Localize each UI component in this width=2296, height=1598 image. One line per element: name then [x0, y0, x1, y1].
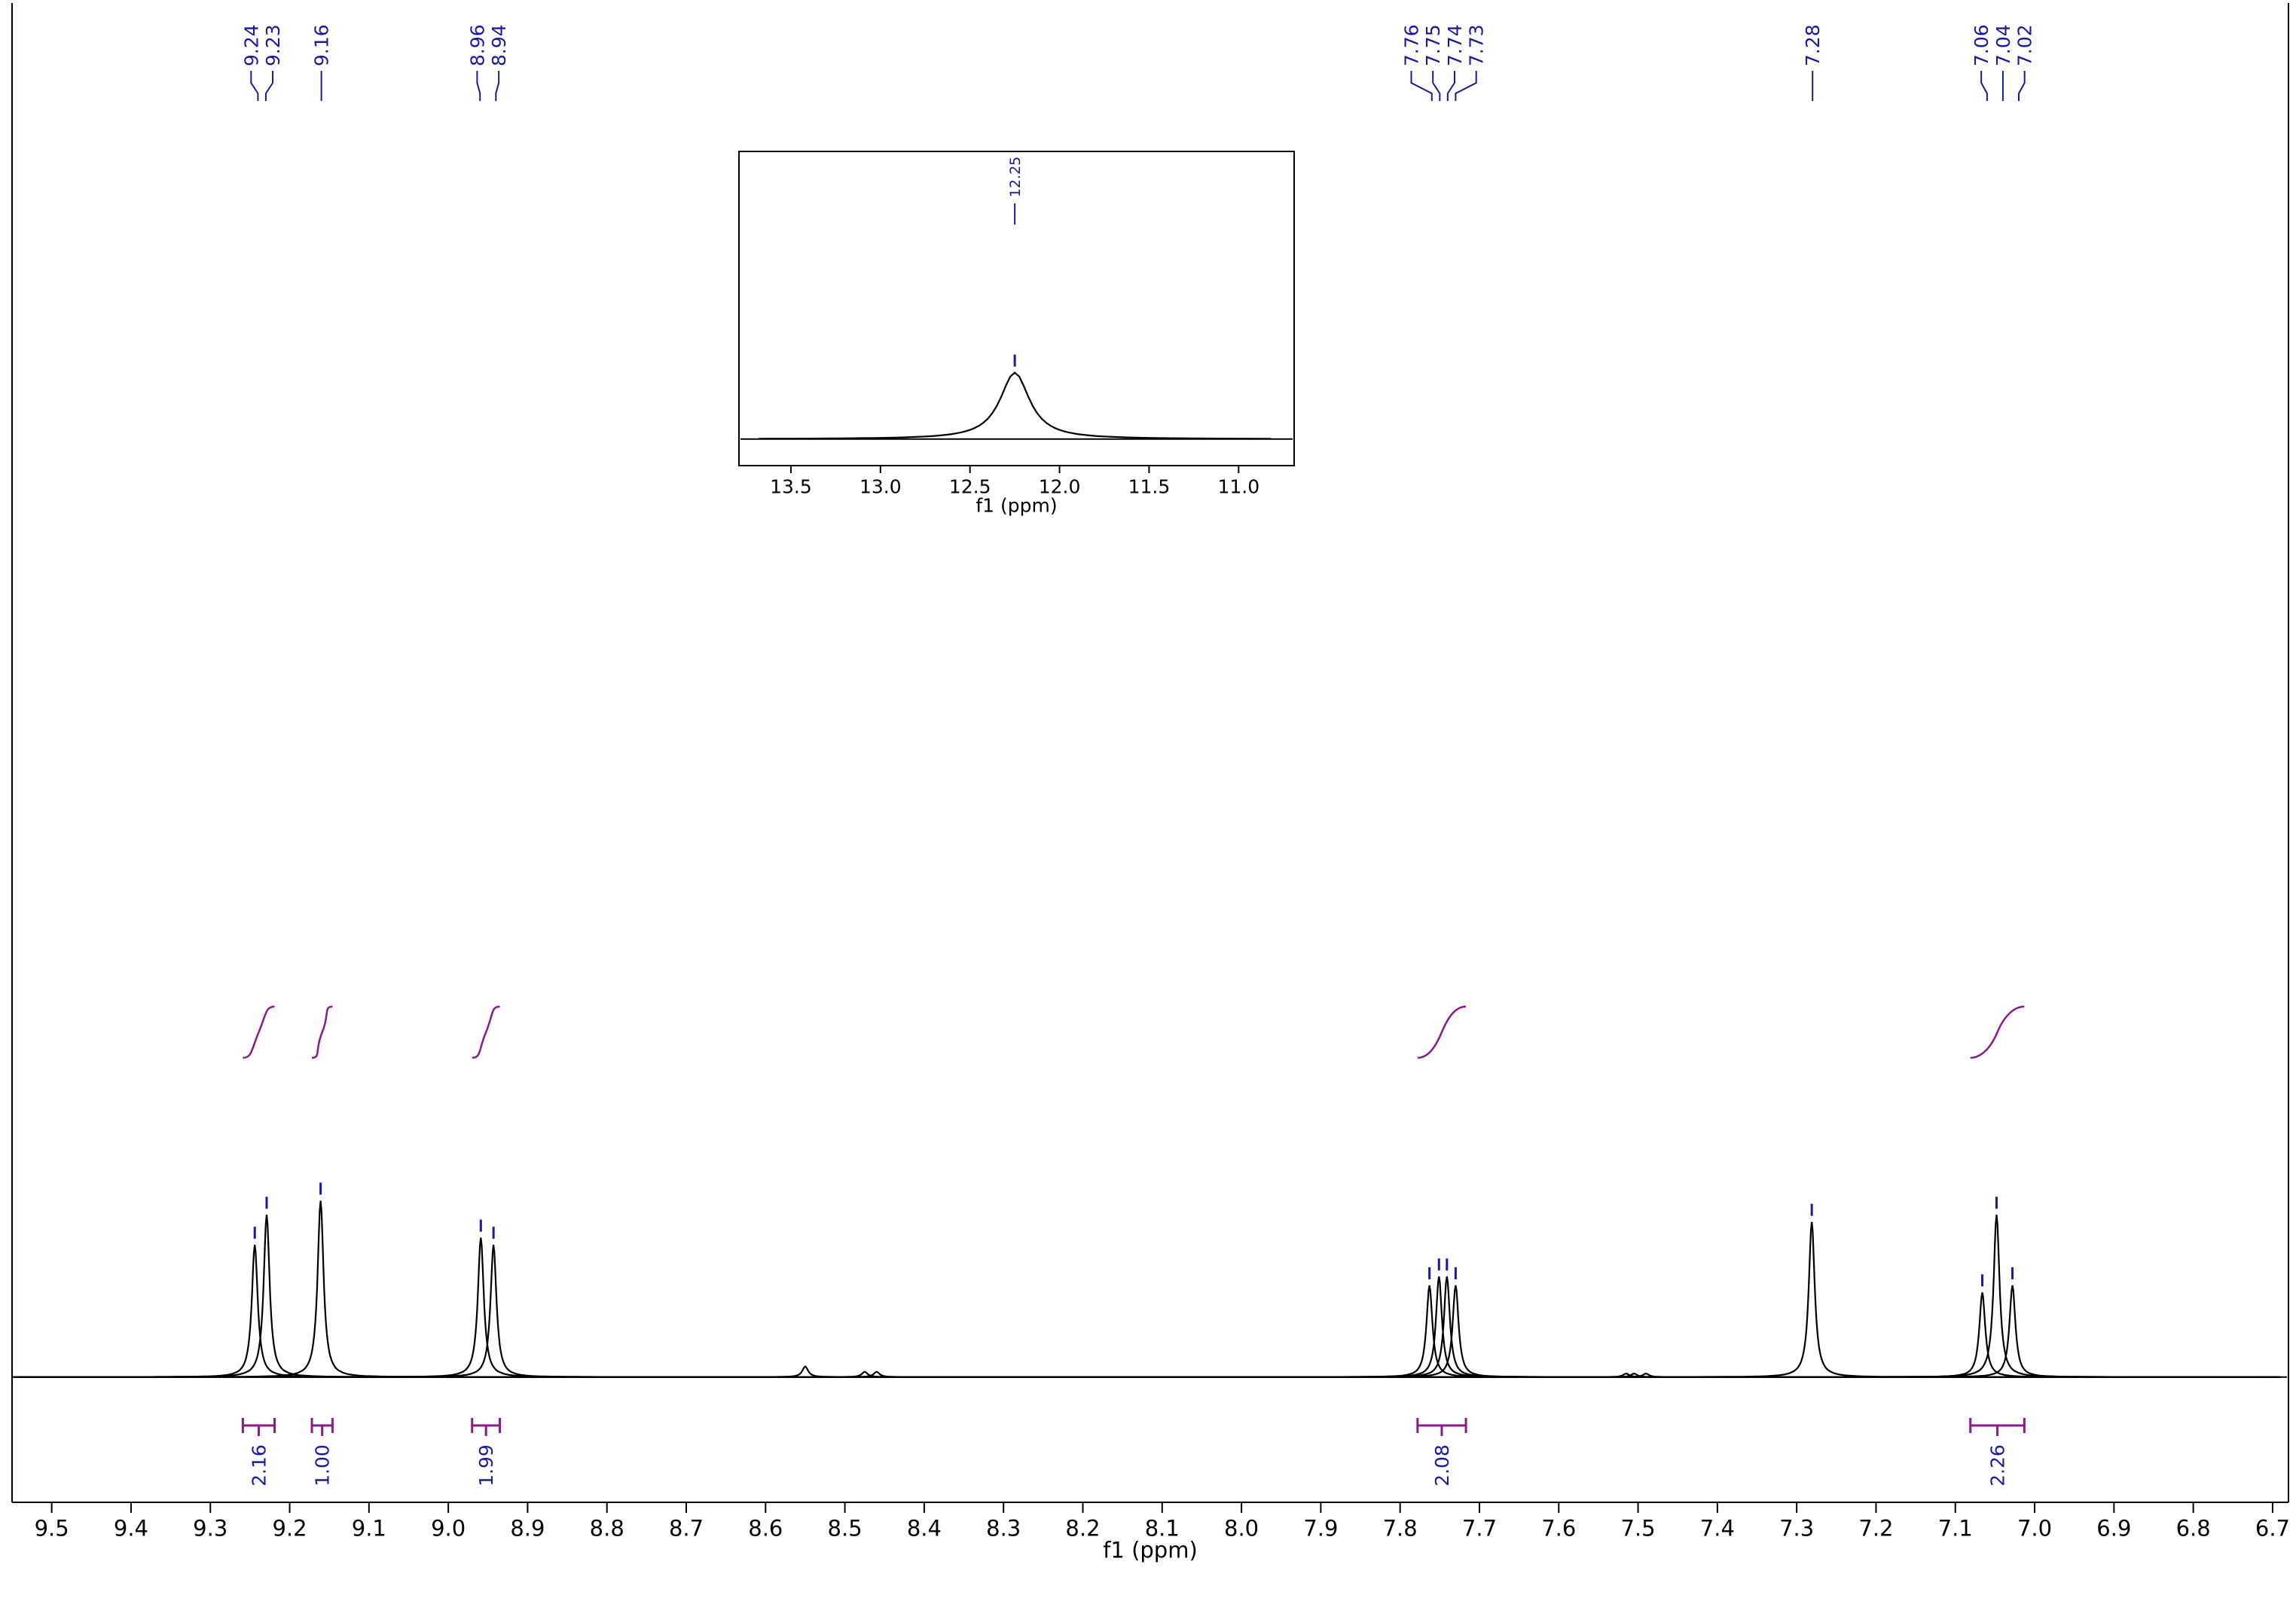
peak — [14, 1245, 737, 1378]
peak-label-connector — [250, 71, 259, 101]
peak-label: 9.16 — [311, 24, 333, 66]
peak-label-connector — [2017, 71, 2026, 101]
x-tick-label: 7.9 — [1303, 1515, 1338, 1541]
peak-label-connector — [1980, 71, 1988, 101]
peak-label: 8.94 — [488, 24, 510, 66]
peak-label: 9.23 — [262, 24, 284, 66]
peak-label-connector — [1410, 71, 1433, 101]
integral-curve — [243, 1005, 275, 1059]
peak-label-connector — [264, 71, 274, 101]
integral-label: 2.08 — [1431, 1444, 1453, 1486]
peak — [1530, 1285, 2281, 1378]
peak-label: 9.24 — [240, 24, 262, 66]
x-tick-label: 9.4 — [114, 1515, 148, 1541]
x-tick-label: 8.6 — [748, 1515, 783, 1541]
peak-label: 12.25 — [1007, 157, 1024, 197]
peak-label: 8.96 — [466, 24, 488, 66]
peak-label-connector — [1432, 71, 1441, 101]
peak — [23, 1200, 803, 1378]
integral-label: 1.99 — [475, 1444, 497, 1486]
peak-label: 7.06 — [1971, 24, 1992, 66]
peak — [395, 1370, 1359, 1378]
integral-curve — [1970, 1005, 2025, 1059]
integral-label: 2.26 — [1987, 1444, 2009, 1486]
x-tick-label: 7.7 — [1462, 1515, 1497, 1541]
x-tick-label: 11.5 — [1128, 475, 1171, 497]
peak — [1330, 1221, 2276, 1378]
peak — [1164, 1372, 2128, 1378]
integral-label: 1.00 — [312, 1444, 334, 1486]
peak-label: 7.73 — [1466, 24, 1488, 66]
peak-label: 7.75 — [1422, 24, 1444, 66]
x-tick-label: 6.8 — [2176, 1515, 2211, 1541]
x-tick-label: 7.0 — [2017, 1515, 2052, 1541]
x-tick-label: 7.3 — [1779, 1515, 1814, 1541]
x-tick-label: 8.9 — [510, 1515, 545, 1541]
peak-label: 7.76 — [1400, 24, 1422, 66]
peak-label: 7.28 — [1802, 24, 1824, 66]
peak-label: 7.74 — [1444, 24, 1466, 66]
x-tick-label: 13.5 — [770, 475, 812, 497]
x-tick-label: 6.7 — [2255, 1515, 2290, 1541]
peak — [759, 371, 1272, 440]
x-tick-label: 7.5 — [1621, 1515, 1656, 1541]
peak-label: 7.04 — [1992, 24, 2014, 66]
x-tick-label: 8.3 — [986, 1515, 1021, 1541]
x-tick-label: 8.1 — [1145, 1515, 1180, 1541]
x-tick-label: 6.9 — [2096, 1515, 2131, 1541]
x-tick-label: 8.7 — [669, 1515, 704, 1541]
integral-curve — [472, 1005, 500, 1059]
x-tick-label: 9.3 — [193, 1515, 227, 1541]
x-axis-label: f1 (ppm) — [1103, 1537, 1198, 1563]
peak-label-connector — [495, 71, 500, 101]
x-tick-label: 9.5 — [35, 1515, 69, 1541]
x-tick-label: 11.0 — [1217, 475, 1259, 497]
integral-bracket — [1416, 1418, 1467, 1436]
integral-curve — [1417, 1005, 1467, 1059]
inset-frame — [738, 151, 1295, 466]
peak — [1500, 1292, 2280, 1378]
x-tick-label: 7.8 — [1383, 1515, 1418, 1541]
x-tick-label: 8.8 — [590, 1515, 624, 1541]
integral-bracket — [310, 1418, 334, 1436]
x-tick-label: 9.0 — [431, 1515, 466, 1541]
x-tick-label: 7.6 — [1541, 1515, 1576, 1541]
peak — [12, 1215, 749, 1378]
x-tick-label: 8.4 — [907, 1515, 942, 1541]
x-tick-label: 8.5 — [828, 1515, 863, 1541]
x-axis-label: f1 (ppm) — [975, 494, 1057, 516]
peak-label: 7.02 — [2014, 24, 2036, 66]
x-tick-label: 13.0 — [859, 475, 902, 497]
integral-bracket — [241, 1418, 276, 1436]
peak — [30, 1245, 975, 1378]
integral-label: 2.16 — [248, 1444, 270, 1486]
peak-label-connector — [1446, 71, 1455, 101]
x-tick-label: 8.2 — [1065, 1515, 1100, 1541]
x-tick-label: 8.0 — [1224, 1515, 1259, 1541]
x-tick-label: 9.2 — [272, 1515, 307, 1541]
x-tick-label: 7.4 — [1700, 1515, 1735, 1541]
peak-label-connector — [476, 71, 481, 101]
x-tick-label: 7.2 — [1858, 1515, 1893, 1541]
peak-label-connector — [1455, 71, 1477, 101]
x-tick-label: 7.1 — [1938, 1515, 1973, 1541]
x-tick-label: 9.1 — [352, 1515, 386, 1541]
x-tick-label: 12.0 — [1039, 475, 1081, 497]
integral-bracket — [471, 1418, 502, 1436]
integral-curve — [311, 1005, 333, 1059]
peak — [1514, 1215, 2279, 1378]
x-tick-label: 12.5 — [949, 475, 991, 497]
integral-bracket — [1969, 1418, 2026, 1436]
